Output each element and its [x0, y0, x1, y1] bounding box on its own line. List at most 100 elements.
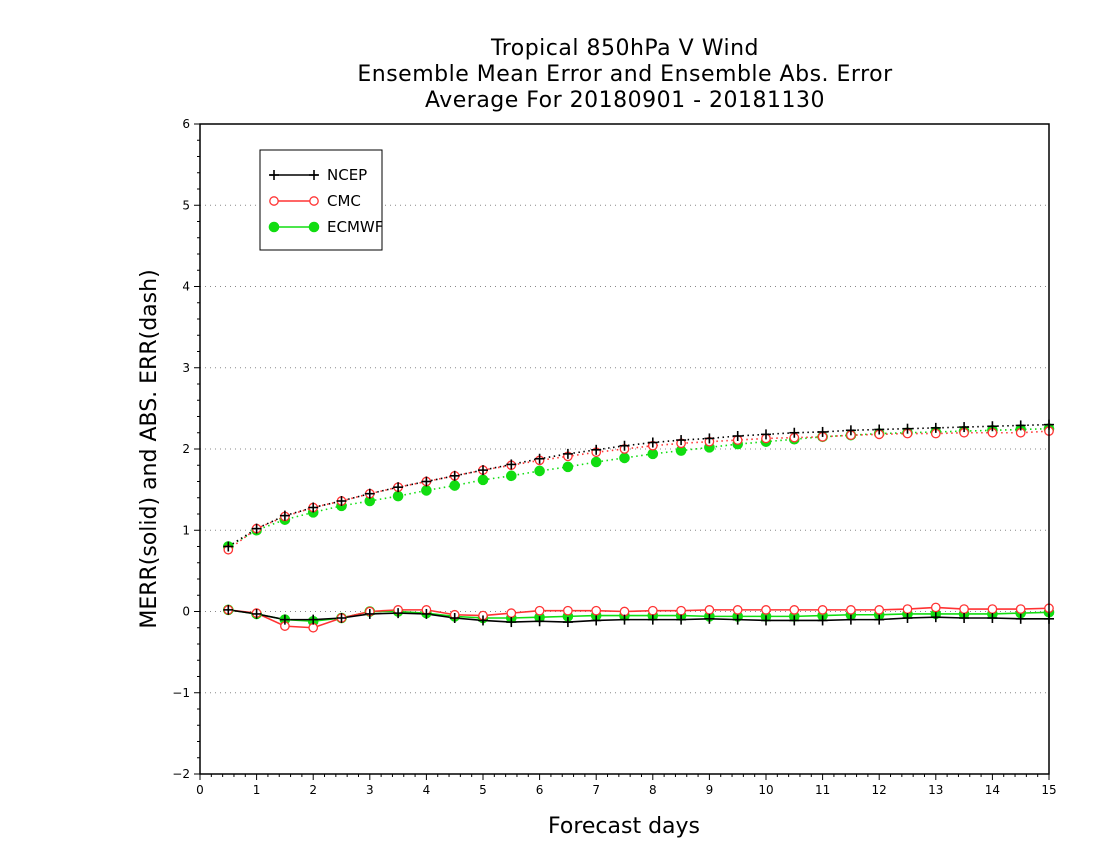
- data-point-abserr-ecmwf: [477, 474, 489, 486]
- y-tick-label: 0: [182, 605, 190, 619]
- data-point-merr-cmc: [959, 604, 969, 614]
- data-point-merr-ncep: [223, 604, 234, 615]
- y-tick-label: 2: [182, 442, 190, 456]
- y-tick-label: 6: [182, 117, 190, 131]
- data-point-abserr-ncep: [336, 496, 347, 506]
- data-point-abserr-ecmwf: [449, 480, 461, 491]
- data-point-merr-ncep: [393, 608, 404, 619]
- data-point-merr-ncep: [562, 617, 573, 628]
- legend-item-ncep: NCEP: [269, 166, 367, 184]
- data-point-abserr-ncep: [987, 421, 998, 432]
- data-point-merr-ncep: [421, 608, 432, 619]
- data-point-merr-ncep: [336, 613, 347, 623]
- data-point-merr-ncep: [251, 608, 262, 619]
- data-point-merr-ncep: [902, 613, 913, 623]
- x-tick-label: 5: [479, 783, 487, 797]
- legend-marker: [268, 221, 280, 233]
- y-tick-label: 3: [182, 361, 190, 375]
- chart-title-line-2: Ensemble Mean Error and Ensemble Abs. Er…: [357, 62, 893, 87]
- data-point-abserr-ecmwf: [619, 452, 630, 464]
- data-point-merr-cmc: [846, 605, 856, 615]
- data-point-merr-cmc: [647, 605, 658, 616]
- series-layer: [223, 419, 1055, 633]
- data-point-abserr-ncep: [845, 425, 856, 436]
- data-point-merr-ncep: [506, 617, 517, 628]
- x-tick-label: 2: [309, 783, 317, 797]
- data-point-abserr-ncep: [449, 470, 460, 481]
- data-point-merr-cmc: [506, 608, 517, 618]
- data-point-merr-cmc: [732, 605, 743, 615]
- series-line-abserr-ecmwf: [227, 427, 1050, 548]
- x-tick-label: 6: [536, 783, 544, 797]
- legend-label: CMC: [327, 192, 361, 210]
- data-point-abserr-ncep: [562, 448, 573, 459]
- data-point-merr-ncep: [364, 608, 375, 619]
- data-point-abserr-ecmwf: [562, 461, 574, 473]
- data-point-abserr-ncep: [478, 465, 488, 476]
- x-tick-label: 9: [706, 783, 714, 797]
- data-point-merr-cmc: [563, 605, 573, 616]
- data-point-abserr-ecmwf: [506, 470, 517, 482]
- x-tick-label: 14: [985, 783, 1000, 797]
- legend: NCEP CMC ECMWF: [259, 149, 383, 251]
- data-point-abserr-ncep: [930, 422, 941, 433]
- data-point-merr-cmc: [619, 606, 630, 617]
- y-tick-label: −2: [172, 767, 190, 781]
- y-axis-title: MERR(solid) and ABS. ERR(dash): [137, 269, 162, 628]
- data-point-merr-ncep: [1015, 613, 1026, 624]
- data-point-merr-cmc: [874, 605, 885, 615]
- data-point-merr-ncep: [647, 614, 658, 625]
- data-point-abserr-ncep: [364, 488, 375, 499]
- data-point-merr-ncep: [959, 613, 970, 623]
- data-point-abserr-ncep: [279, 510, 290, 521]
- data-point-abserr-ncep: [223, 541, 234, 552]
- legend-label: ECMWF: [327, 218, 383, 236]
- data-point-merr-cmc: [817, 605, 828, 615]
- data-point-merr-ncep: [845, 614, 856, 625]
- legend-marker: [309, 170, 319, 180]
- y-tick-label: −1: [172, 686, 190, 700]
- data-point-abserr-ncep: [647, 437, 658, 448]
- chart-title-line-1: Tropical 850hPa V Wind: [490, 36, 759, 61]
- y-tick-label: 1: [182, 523, 190, 537]
- y-tick-label: 5: [182, 198, 190, 212]
- x-tick-label: 13: [928, 783, 943, 797]
- data-point-merr-ncep: [619, 614, 630, 625]
- y-tick-label: 4: [182, 280, 190, 294]
- y-axis: −2 −1 0 1 2 3 4 5 6: [172, 117, 200, 781]
- legend-marker: [308, 221, 320, 233]
- data-point-merr-ncep: [308, 614, 319, 625]
- legend-marker: [269, 196, 279, 206]
- data-point-merr-cmc: [591, 605, 602, 616]
- data-point-merr-ncep: [591, 615, 602, 626]
- data-point-merr-ncep: [930, 612, 941, 623]
- data-point-abserr-ncep: [902, 423, 913, 434]
- data-point-abserr-ncep: [591, 444, 602, 455]
- data-point-merr-cmc: [1015, 604, 1026, 614]
- x-tick-label: 4: [423, 783, 431, 797]
- x-tick-label: 3: [366, 783, 374, 797]
- x-tick-label: 8: [649, 783, 657, 797]
- data-point-abserr-ncep: [704, 433, 715, 444]
- x-tick-label: 12: [872, 783, 887, 797]
- data-point-abserr-ncep: [676, 435, 687, 446]
- legend-marker: [309, 196, 319, 206]
- data-point-merr-cmc: [308, 622, 319, 633]
- data-point-merr-ncep: [279, 614, 290, 625]
- data-point-abserr-ecmwf: [421, 485, 432, 496]
- data-point-merr-ncep: [987, 613, 998, 623]
- x-tick-label: 1: [253, 783, 261, 797]
- data-point-merr-cmc: [534, 605, 545, 616]
- data-point-abserr-ncep: [789, 427, 800, 438]
- data-point-merr-cmc: [761, 605, 771, 615]
- data-point-merr-ncep: [478, 615, 488, 626]
- data-point-abserr-ncep: [959, 422, 970, 433]
- x-tick-label: 10: [758, 783, 773, 797]
- data-point-abserr-ncep: [817, 426, 828, 437]
- data-point-abserr-ncep: [421, 476, 432, 487]
- data-point-merr-cmc: [704, 605, 715, 615]
- legend-item-ecmwf: ECMWF: [268, 218, 383, 236]
- data-point-merr-ncep: [449, 613, 460, 623]
- data-point-abserr-ecmwf: [392, 490, 404, 502]
